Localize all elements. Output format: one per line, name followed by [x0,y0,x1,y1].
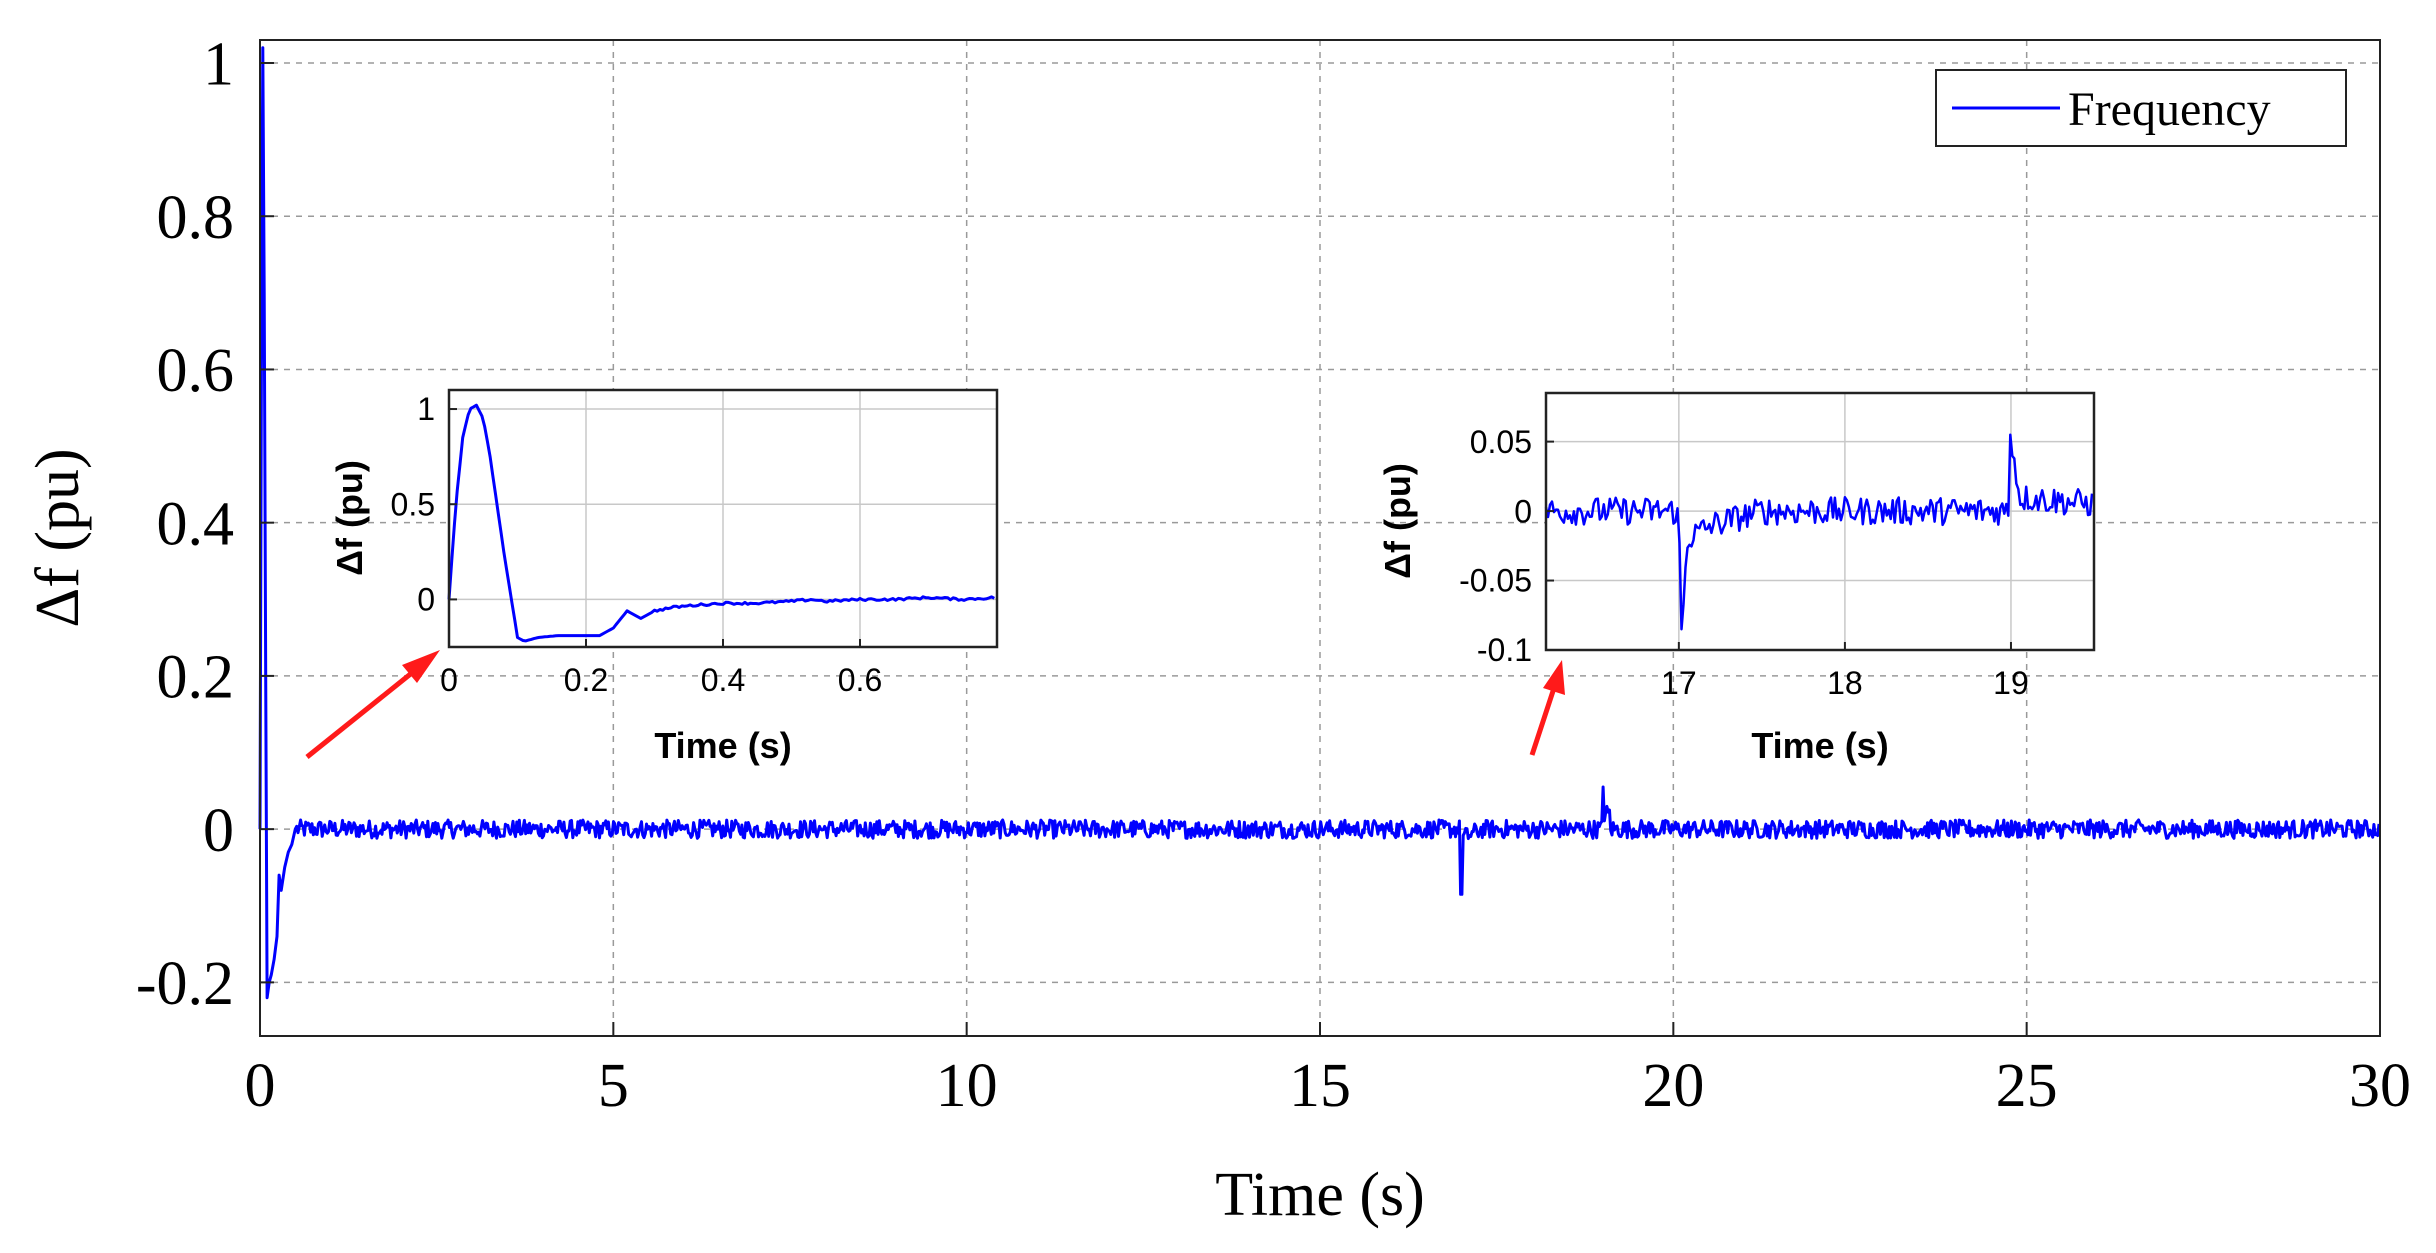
x-tick-label: 0.6 [838,662,882,698]
x-tick-label: 0.4 [701,662,745,698]
x-tick-label: 0.2 [564,662,608,698]
arrow-to-inset-disturbance [1529,660,1565,756]
main-y-axis-label: Δf (pu) [24,448,92,627]
inset-chart-disturbance: 17 18 19 -0.1 -0.05 0 0.05 Time (s) Δf (pu) [1377,391,2096,766]
y-tick-label: 0 [1514,493,1532,529]
x-tick-label: 0 [245,1052,276,1120]
x-tick-label: 17 [1661,665,1697,701]
x-tick-label: 25 [1996,1052,2058,1120]
main-y-ticks: -0.2 0 0.2 0.4 0.6 0.8 1 [136,31,274,1018]
x-tick-label: 30 [2349,1052,2411,1120]
y-tick-label: 0 [203,797,234,865]
inset1-frequency-line [447,403,995,643]
y-tick-label: -0.05 [1459,563,1532,599]
main-x-ticks: 0 5 10 15 20 25 30 [245,1022,2411,1120]
x-tick-label: 5 [598,1052,629,1120]
y-tick-label: -0.1 [1477,632,1532,668]
x-tick-label: 20 [1642,1052,1704,1120]
main-x-axis-label: Time (s) [1215,1161,1425,1229]
main-frequency-line [258,46,2381,1000]
y-tick-label: -0.2 [136,950,234,1018]
y-tick-label: 1 [417,391,435,427]
y-tick-label: 0.5 [391,486,435,522]
arrow-to-inset-startup [305,650,440,759]
inset2-y-ticks: -0.1 -0.05 0 0.05 [1459,424,1554,668]
legend: Frequency [1935,69,2347,147]
inset2-background [1546,393,2094,650]
legend-label: Frequency [2068,83,2271,136]
inset1-x-axis-label: Time (s) [654,725,791,766]
y-tick-label: 0.4 [157,490,235,558]
inset2-x-ticks: 17 18 19 [1661,642,2029,701]
inset1-y-ticks: 00.51 [391,391,457,618]
inset2-plot-frame [1544,391,2096,652]
y-tick-label: 0.6 [157,337,235,405]
x-tick-label: 15 [1289,1052,1351,1120]
y-tick-label: 0.8 [157,184,235,252]
y-tick-label: 1 [203,31,234,99]
inset2-y-axis-label: Δf (pu) [1377,463,1418,579]
y-tick-label: 0.2 [157,644,235,712]
x-tick-label: 19 [1993,665,2029,701]
y-tick-label: 0.05 [1470,424,1532,460]
x-tick-label: 0 [440,662,458,698]
inset2-frequency-line [1544,433,2094,631]
x-tick-label: 10 [936,1052,998,1120]
inset2-x-axis-label: Time (s) [1751,725,1888,766]
inset1-y-axis-label: Δf (pu) [329,460,370,576]
y-tick-label: 0 [417,582,435,618]
inset-chart-startup: 0 0.2 0.4 0.6 00.51 Time (s) Δf (pu) [329,388,999,766]
inset1-x-ticks: 0 0.2 0.4 0.6 [440,639,882,698]
x-tick-label: 18 [1827,665,1863,701]
main-chart: 0 5 10 15 20 25 30 -0.200.20.40.60.81 Time (s)… [24,31,2411,1229]
